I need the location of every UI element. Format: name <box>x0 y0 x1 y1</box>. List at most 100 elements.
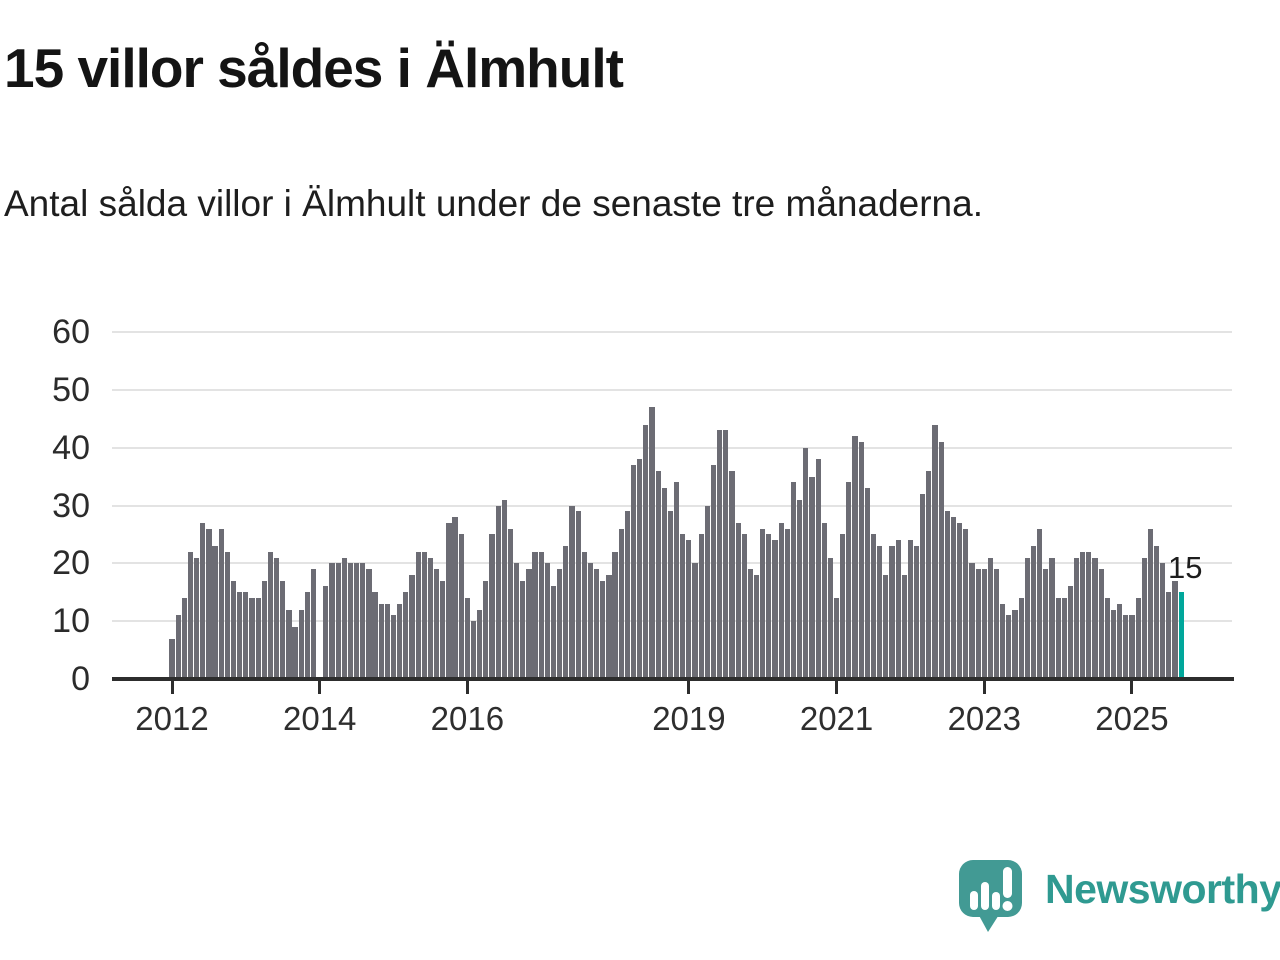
bar <box>298 609 304 679</box>
bar <box>587 563 594 679</box>
y-axis-label: 40 <box>52 428 90 467</box>
logo-speech-bubble-icon <box>959 860 1022 932</box>
bar <box>729 470 735 679</box>
x-axis-tick <box>318 681 322 694</box>
gridline-50 <box>112 388 1232 391</box>
bar <box>741 534 747 679</box>
bar <box>255 598 261 679</box>
bar <box>1012 609 1018 679</box>
bar <box>852 436 858 679</box>
bar <box>1123 615 1129 679</box>
bar <box>1043 569 1049 679</box>
bar <box>489 534 495 679</box>
bar <box>1030 545 1037 679</box>
bar <box>840 534 846 679</box>
bar <box>335 563 341 679</box>
bar <box>717 430 723 679</box>
bar <box>723 430 729 679</box>
gridline-60 <box>112 331 1232 333</box>
x-axis-line <box>112 677 1234 681</box>
bar <box>883 574 889 679</box>
bar <box>618 528 624 679</box>
bar <box>415 551 421 679</box>
bar <box>809 476 815 679</box>
bar <box>483 580 489 679</box>
chart-subtitle: Antal sålda villor i Älmhult under de se… <box>4 183 983 224</box>
bar <box>790 482 797 679</box>
x-axis-tick <box>1130 681 1134 694</box>
bar <box>538 551 544 679</box>
y-axis-label: 20 <box>52 544 90 583</box>
bar <box>624 511 630 679</box>
bar <box>1006 615 1012 679</box>
bar <box>772 540 778 679</box>
bar <box>286 609 292 679</box>
bar <box>889 545 895 679</box>
bar <box>218 528 224 679</box>
bar <box>858 441 864 679</box>
bar <box>360 563 366 679</box>
bar <box>987 557 994 679</box>
bar <box>507 528 514 679</box>
bar <box>704 505 710 679</box>
bar <box>1135 598 1141 679</box>
bar <box>1080 551 1086 679</box>
bar <box>643 424 649 679</box>
bar <box>403 592 409 679</box>
bar <box>680 534 686 679</box>
bar <box>710 465 717 679</box>
bar <box>655 470 661 679</box>
bar <box>446 522 452 679</box>
y-axis-label: 50 <box>52 370 90 409</box>
bar <box>354 563 360 679</box>
bar <box>1153 545 1160 679</box>
bar <box>754 574 760 679</box>
x-axis-label: 2021 <box>799 700 874 737</box>
bar <box>600 580 606 679</box>
bar <box>692 563 698 679</box>
bar <box>698 534 704 679</box>
x-axis-label: 2023 <box>947 700 1021 737</box>
bar <box>427 557 434 679</box>
bar <box>926 470 932 679</box>
bar <box>667 511 674 679</box>
x-axis-tick <box>982 681 986 694</box>
bar <box>470 621 477 679</box>
highlighted-bar <box>1178 592 1184 679</box>
bar <box>280 580 286 679</box>
bar <box>310 569 317 679</box>
bar <box>950 517 957 679</box>
bar <box>200 522 206 679</box>
bar <box>821 522 827 679</box>
bar <box>778 522 784 679</box>
bar <box>833 598 840 679</box>
bar <box>674 482 680 679</box>
bar <box>1018 598 1024 679</box>
bar <box>550 586 557 679</box>
bar <box>477 609 483 679</box>
bar <box>1067 586 1074 679</box>
bar <box>249 598 255 679</box>
bar <box>846 482 852 679</box>
x-axis-label: 2014 <box>282 700 357 737</box>
bar <box>1055 598 1061 679</box>
y-axis-label: 10 <box>52 602 90 641</box>
x-axis-tick <box>687 681 691 694</box>
bar <box>612 551 618 679</box>
x-axis-label: 2025 <box>1095 700 1169 737</box>
bar <box>760 528 766 679</box>
bar <box>1000 603 1006 679</box>
x-axis-label: 2019 <box>652 700 726 737</box>
bar <box>907 540 914 679</box>
bar <box>581 551 587 679</box>
bar <box>421 551 427 679</box>
bar <box>1037 528 1043 679</box>
bar <box>372 592 378 679</box>
bar <box>1104 598 1110 679</box>
bar <box>274 557 280 679</box>
bar <box>864 488 870 679</box>
bar <box>747 569 754 679</box>
x-axis-tick <box>170 681 174 694</box>
bar <box>341 557 347 679</box>
bar <box>532 551 538 679</box>
